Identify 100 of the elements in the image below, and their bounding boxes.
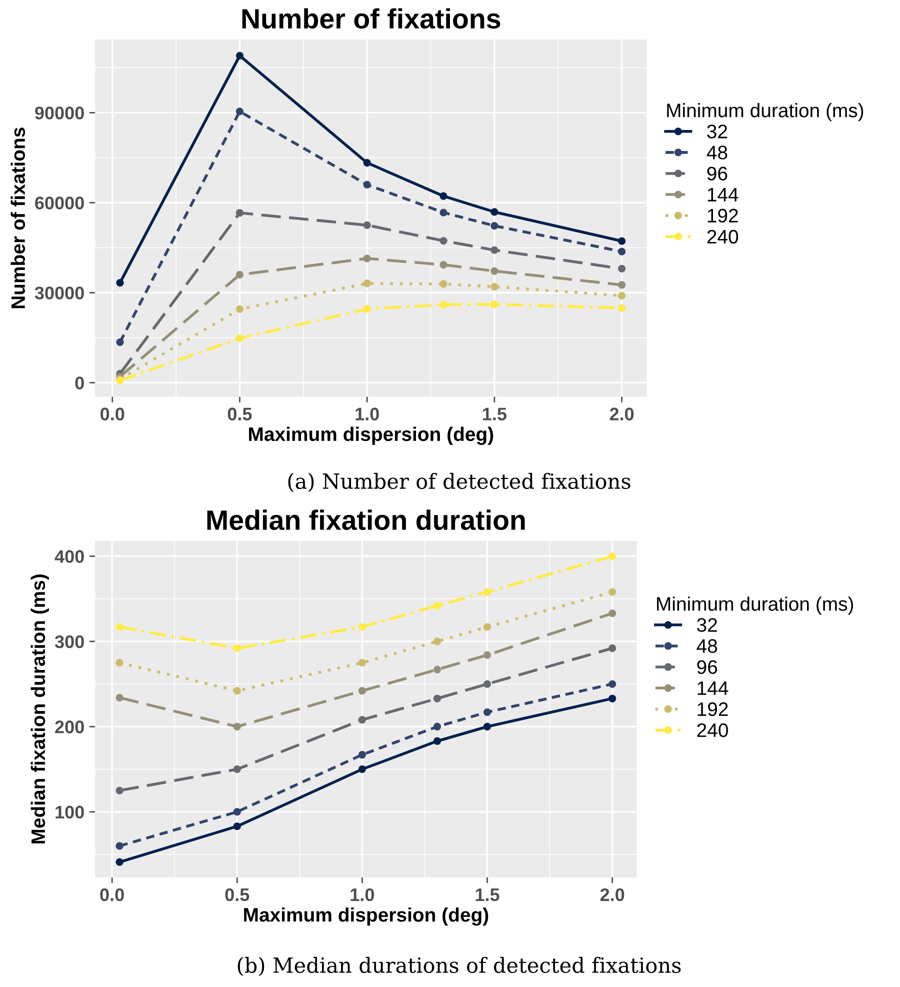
y-tick-label: 60000 [35, 196, 84, 210]
point [440, 192, 448, 200]
y-tick-label: 0 [75, 376, 84, 390]
x-tick-label: 0.5 [228, 408, 252, 420]
y-tick-label: 400 [54, 550, 84, 563]
point [116, 623, 124, 631]
point [483, 722, 492, 730]
point [116, 278, 124, 287]
point [490, 222, 498, 230]
point [440, 280, 448, 288]
y-tick-label: 30000 [34, 286, 84, 300]
point [236, 334, 244, 342]
point [608, 552, 616, 560]
legend-label: 240 [707, 230, 738, 244]
legend-label: 192 [698, 702, 728, 716]
point [608, 588, 616, 596]
point [116, 338, 124, 346]
point [233, 687, 241, 695]
point [433, 666, 442, 674]
point [483, 623, 492, 631]
point [618, 237, 626, 245]
point [363, 180, 371, 188]
x-axis-title: Maximum dispersion (deg) [249, 426, 494, 446]
point [358, 716, 366, 724]
point [116, 694, 124, 702]
point [483, 708, 492, 716]
text: (b) Median durations of detected fixations [238, 956, 681, 976]
point [608, 694, 616, 702]
y-tick-label: 300 [54, 635, 84, 648]
point [483, 588, 492, 596]
point [363, 158, 371, 167]
point [483, 680, 492, 688]
legend-label: 48 [706, 146, 728, 160]
point [116, 786, 124, 794]
legend-label: 144 [708, 188, 738, 202]
legend-title: Minimum duration (ms) [667, 103, 864, 122]
point [358, 765, 366, 774]
point [433, 638, 442, 646]
legend-label: 32 [707, 124, 728, 138]
point [490, 267, 498, 275]
legend-label: 240 [697, 723, 728, 738]
point [433, 722, 442, 730]
point [440, 208, 448, 216]
point [440, 300, 448, 308]
point [363, 221, 371, 229]
x-tick-label: 0.0 [100, 888, 124, 902]
point [440, 236, 448, 245]
point [490, 246, 498, 254]
x-axis-title: Maximum dispersion (deg) [244, 907, 488, 926]
point [236, 52, 244, 60]
point [363, 254, 371, 262]
x-tick-label: 0.0 [100, 408, 124, 420]
point [233, 722, 241, 730]
legend-label: 96 [697, 660, 718, 674]
point [490, 282, 498, 290]
chart-title: Number of fixations [242, 8, 500, 29]
point [233, 765, 241, 774]
point [358, 658, 366, 667]
point [116, 858, 124, 866]
point [233, 808, 241, 816]
legend-title: Minimum duration (ms) [657, 596, 854, 615]
point [618, 281, 626, 289]
x-tick-label: 1.5 [483, 408, 506, 420]
y-tick-label: 90000 [35, 106, 84, 120]
point [433, 737, 442, 745]
x-tick-label: 2.0 [610, 408, 634, 420]
point [483, 651, 492, 659]
y-axis-title: Median fixation duration (ms) [30, 574, 49, 844]
point [618, 264, 626, 272]
x-tick-label: 2.0 [600, 888, 624, 902]
point [236, 270, 244, 278]
legend-label: 96 [707, 166, 728, 180]
point [618, 304, 626, 312]
point [363, 305, 371, 313]
x-tick-label: 1.0 [350, 888, 374, 902]
point [236, 305, 244, 313]
legend-label: 48 [696, 639, 718, 653]
point [236, 209, 244, 217]
chart-title: Median fixation duration [207, 510, 525, 530]
legend-label: 192 [708, 208, 738, 223]
point [433, 694, 442, 702]
point [440, 260, 448, 269]
point [618, 248, 626, 256]
point [618, 292, 626, 300]
y-tick-label: 100 [56, 806, 84, 819]
point [236, 108, 244, 116]
point [608, 609, 616, 618]
x-tick-label: 1.0 [356, 408, 379, 420]
point [358, 623, 366, 631]
point [363, 280, 371, 288]
point [358, 687, 366, 695]
point [608, 680, 616, 688]
point [490, 208, 498, 216]
point [116, 658, 124, 667]
legend-label: 144 [698, 681, 728, 695]
x-tick-label: 0.5 [225, 888, 250, 902]
y-axis-title: Number of fixations [10, 128, 26, 308]
legend-label: 32 [697, 618, 717, 632]
text: (a) Number of detected fixations [288, 472, 630, 492]
point [116, 842, 124, 850]
